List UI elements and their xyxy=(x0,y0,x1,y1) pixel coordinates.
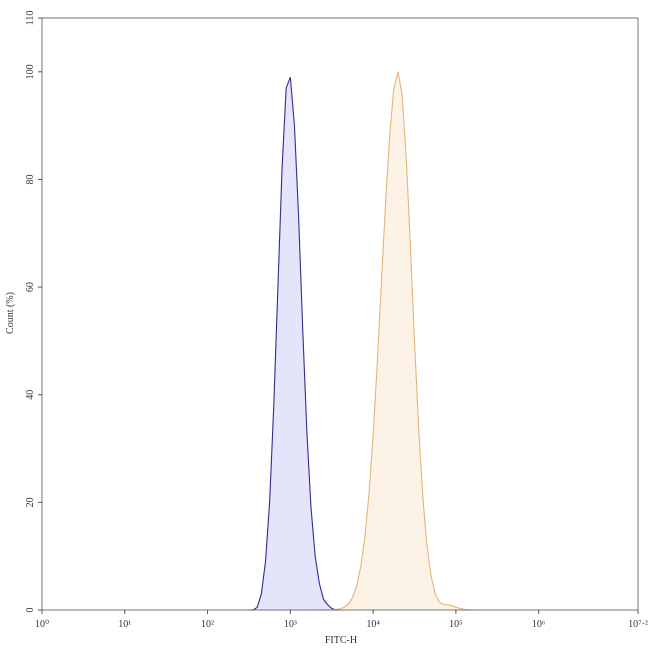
x-tick-label: 10⁶ xyxy=(532,619,546,630)
y-tick-label: 100 xyxy=(25,64,36,79)
x-tick-label: 10² xyxy=(201,619,214,630)
y-tick-label: 20 xyxy=(25,497,36,507)
y-tick-label: 60 xyxy=(25,282,36,292)
y-tick-label: 80 xyxy=(25,174,36,184)
x-tick-label: 10¹ xyxy=(118,619,131,630)
x-tick-label: 10⁵ xyxy=(449,619,463,630)
x-tick-label: 10⁴ xyxy=(366,619,380,630)
y-axis-label: Count (%) xyxy=(5,292,16,334)
area xyxy=(315,71,473,610)
x-tick-label: 10⁰ xyxy=(35,619,49,630)
line xyxy=(248,77,340,611)
plot-frame xyxy=(41,17,639,611)
y-tick-label: 40 xyxy=(25,390,36,400)
x-tick-label: 10³ xyxy=(284,619,297,630)
area xyxy=(248,77,340,610)
x-tick-label: 10⁷·² xyxy=(628,619,648,630)
y-tick-label: 0 xyxy=(25,608,36,613)
line xyxy=(315,71,473,611)
y-tick-label: 110 xyxy=(25,11,36,26)
x-axis-label: FITC-H xyxy=(325,635,357,646)
